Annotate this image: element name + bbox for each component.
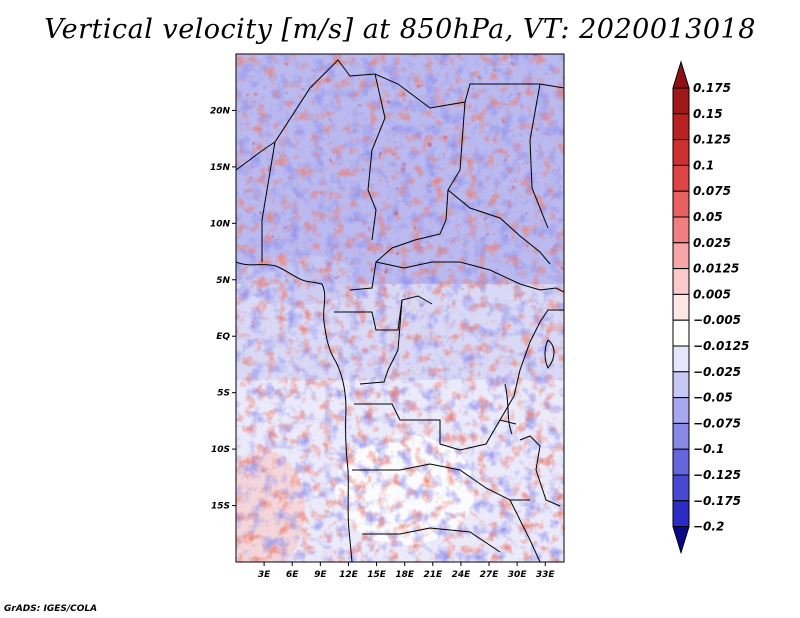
lat-tick-label: 5N bbox=[216, 276, 230, 286]
colorbar-label: −0.175 bbox=[693, 494, 741, 508]
colorbar-segment bbox=[672, 448, 690, 476]
lon-tick-label: 30E bbox=[508, 570, 528, 580]
colorbar-segment bbox=[672, 87, 690, 115]
lon-tick-label: 27E bbox=[480, 570, 500, 580]
colorbar-segment bbox=[672, 500, 690, 528]
colorbar-segment bbox=[672, 139, 690, 166]
lon-tick-label: 3E bbox=[258, 570, 271, 580]
lat-tick-label: 20N bbox=[210, 106, 231, 116]
map-title: Vertical velocity [m/s] at 850hPa, VT: 2… bbox=[44, 14, 756, 45]
lon-tick-label: 33E bbox=[536, 570, 556, 580]
vertical-velocity-field bbox=[236, 54, 564, 562]
colorbar-label: 0.005 bbox=[693, 287, 731, 301]
lon-tick-label: 6E bbox=[286, 570, 299, 580]
lon-tick-label: 15E bbox=[367, 570, 387, 580]
colorbar-bottom-arrow bbox=[672, 526, 690, 555]
lat-tick-label: EQ bbox=[216, 332, 230, 342]
colorbar-segment bbox=[672, 242, 690, 270]
colorbar-segment bbox=[672, 268, 690, 295]
country-borders bbox=[236, 59, 564, 562]
colorbar-segment bbox=[672, 422, 690, 450]
colorbar-label: 0.025 bbox=[693, 236, 731, 250]
lon-tick-label: 21E bbox=[423, 570, 443, 580]
colorbar-label: 0.05 bbox=[693, 210, 723, 224]
lat-tick-label: 5S bbox=[217, 389, 230, 399]
lon-tick-label: 18E bbox=[395, 570, 415, 580]
colorbar-top-arrow bbox=[672, 60, 690, 89]
colorbar-segment bbox=[672, 216, 690, 244]
colorbar-label: −0.05 bbox=[693, 391, 733, 405]
colorbar-label: −0.075 bbox=[693, 416, 741, 430]
colorbar-label: −0.2 bbox=[693, 520, 724, 534]
colorbar-segment bbox=[672, 397, 690, 424]
colorbar-label: −0.1 bbox=[693, 442, 724, 456]
colorbar-label: 0.0125 bbox=[693, 262, 739, 276]
colorbar-label: 0.175 bbox=[693, 81, 731, 95]
colorbar-segment bbox=[672, 371, 690, 399]
colorbar-segment bbox=[672, 190, 690, 218]
grads-credit: GrADS: IGES/COLA bbox=[4, 604, 98, 614]
colorbar-label: 0.075 bbox=[693, 184, 731, 198]
lat-tick-label: 10N bbox=[210, 219, 231, 229]
colorbar: 0.175 0.15 0.125 0.1 0.075 0.05 0.025 0.0125 0.0… bbox=[672, 60, 749, 555]
lon-tick-label: 24E bbox=[452, 570, 472, 580]
colorbar-label: −0.125 bbox=[693, 468, 741, 482]
colorbar-segment bbox=[672, 293, 690, 321]
lat-tick-label: 15S bbox=[211, 502, 230, 512]
lat-tick-label: 15N bbox=[210, 163, 231, 173]
colorbar-segment bbox=[672, 319, 690, 347]
colorbar-label: −0.025 bbox=[693, 365, 741, 379]
colorbar-label: 0.125 bbox=[693, 133, 731, 147]
colorbar-segment bbox=[672, 474, 690, 502]
plot-frame bbox=[235, 53, 565, 563]
lat-tick-label: 10S bbox=[211, 445, 230, 455]
lon-tick-label: 12E bbox=[339, 570, 359, 580]
lon-tick-label: 9E bbox=[314, 570, 327, 580]
colorbar-segment bbox=[672, 164, 690, 192]
colorbar-label: −0.005 bbox=[693, 313, 741, 327]
colorbar-label: 0.15 bbox=[693, 107, 723, 121]
colorbar-label: −0.0125 bbox=[693, 339, 749, 353]
colorbar-segment bbox=[672, 113, 690, 141]
latitude-axis: 20N 15N 10N 5N EQ 5S 10S 15S bbox=[210, 106, 236, 512]
longitude-axis: 3E 6E 9E 12E 15E 18E 21E 24E 27E 30E 33E bbox=[258, 562, 556, 580]
colorbar-segment bbox=[672, 345, 690, 373]
colorbar-label: 0.1 bbox=[693, 158, 714, 172]
